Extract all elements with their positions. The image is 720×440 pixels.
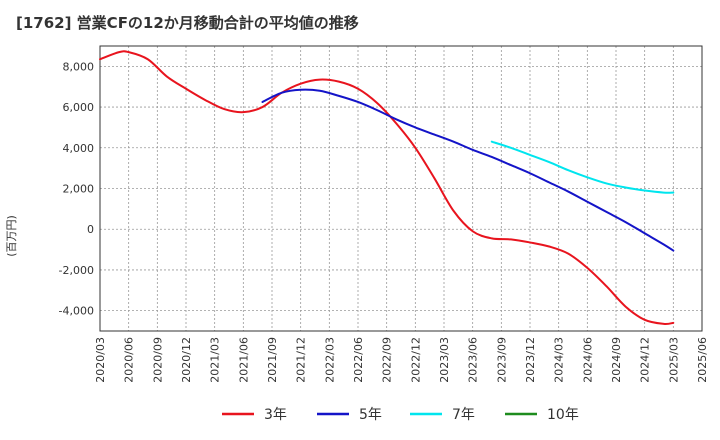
x-tick-label: 2022/09 xyxy=(381,337,394,383)
y-tick-label: -2,000 xyxy=(59,264,94,277)
x-tick-label: 2024/09 xyxy=(610,337,623,383)
x-tick-label: 2023/12 xyxy=(524,337,537,383)
legend-label: 3年 xyxy=(264,407,287,423)
x-tick-label: 2021/03 xyxy=(209,337,222,383)
x-tick-label: 2024/06 xyxy=(581,337,594,383)
x-tick-label: 2020/03 xyxy=(94,337,107,383)
legend-label: 5年 xyxy=(359,407,382,423)
y-tick-label: 0 xyxy=(87,223,94,236)
series-line-1 xyxy=(99,50,675,325)
x-tick-label: 2021/09 xyxy=(266,337,279,383)
grid xyxy=(99,46,703,331)
x-tick-label: 2024/12 xyxy=(639,337,652,383)
x-tick-label: 2021/12 xyxy=(295,337,308,383)
x-tick-label: 2025/06 xyxy=(696,337,709,383)
chart-title: [1762] 営業CFの12か月移動合計の平均値の推移 xyxy=(16,14,359,32)
y-tick-label: -4,000 xyxy=(59,305,94,318)
series-line-2 xyxy=(261,88,675,252)
y-tick-label: 4,000 xyxy=(63,142,95,155)
y-tick-label: 8,000 xyxy=(63,60,95,73)
x-tick-label: 2020/09 xyxy=(151,337,164,383)
x-tick-label: 2022/03 xyxy=(323,337,336,383)
x-tick-label: 2021/06 xyxy=(237,337,250,383)
x-tick-label: 2023/06 xyxy=(467,337,480,383)
x-tick-label: 2023/09 xyxy=(495,337,508,383)
x-tick-label: 2020/06 xyxy=(123,337,136,383)
y-tick-label: 6,000 xyxy=(63,101,95,114)
plot-area xyxy=(99,45,703,332)
y-tick-label: 2,000 xyxy=(63,183,95,196)
legend-label: 7年 xyxy=(452,407,475,423)
x-tick-label: 2024/03 xyxy=(553,337,566,383)
x-axis: 2020/03 2020/06 2020/09 2020/12 2021/03 2021/… xyxy=(94,337,709,383)
y-axis: 8,000 6,000 4,000 2,000 0 -2,000 -4,000 xyxy=(59,60,94,317)
series-lines xyxy=(99,50,675,325)
x-tick-label: 2022/06 xyxy=(352,337,365,383)
legend: 3年 5年 7年 10年 xyxy=(222,407,579,423)
x-tick-label: 2020/12 xyxy=(180,337,193,383)
x-tick-label: 2025/03 xyxy=(667,337,680,383)
x-tick-label: 2023/03 xyxy=(438,337,451,383)
x-tick-label: 2022/12 xyxy=(409,337,422,383)
legend-label: 10年 xyxy=(547,407,579,423)
series-line-3 xyxy=(490,140,675,194)
